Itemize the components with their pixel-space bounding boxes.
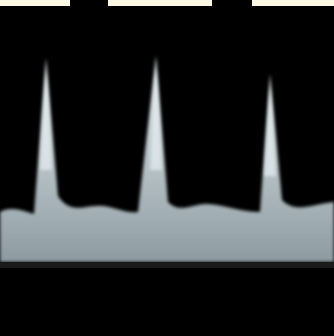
top-status-bars bbox=[0, 0, 334, 8]
top-bar-middle bbox=[108, 0, 212, 6]
peak-3-highlight bbox=[264, 86, 276, 176]
peak-2-highlight bbox=[150, 68, 162, 170]
top-bar-right bbox=[252, 0, 334, 6]
peak-1-highlight bbox=[40, 70, 52, 170]
top-bar-left bbox=[0, 0, 70, 6]
baseline-band bbox=[0, 262, 334, 268]
waveform-envelope bbox=[0, 56, 334, 262]
